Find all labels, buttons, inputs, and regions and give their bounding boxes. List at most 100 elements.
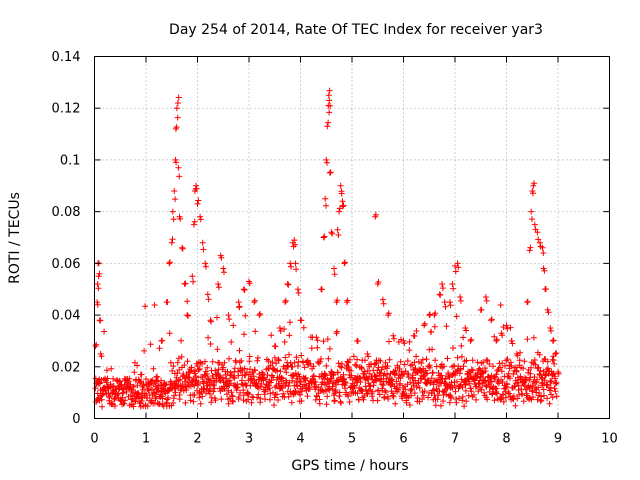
data-point	[184, 298, 191, 305]
data-point	[532, 379, 539, 386]
data-point	[189, 273, 196, 280]
data-point	[323, 401, 330, 408]
data-point	[506, 390, 512, 397]
data-point	[457, 294, 464, 300]
data-point	[324, 123, 331, 130]
data-point	[138, 398, 145, 404]
data-point	[520, 398, 527, 405]
data-point	[298, 317, 305, 324]
data-point	[275, 356, 282, 363]
data-point	[334, 226, 341, 233]
data-point	[236, 303, 243, 310]
data-point	[197, 213, 204, 220]
data-point	[245, 396, 252, 403]
data-point	[126, 375, 133, 382]
data-point	[440, 398, 447, 405]
data-point	[430, 381, 437, 388]
data-point	[442, 375, 449, 382]
data-point	[543, 381, 550, 388]
data-point	[250, 373, 257, 380]
data-point	[466, 380, 473, 387]
data-point	[434, 396, 441, 403]
data-point	[251, 297, 258, 304]
data-point	[528, 208, 535, 215]
data-point	[508, 363, 515, 370]
data-point	[397, 380, 404, 387]
data-point	[172, 196, 179, 203]
data-point	[357, 375, 364, 382]
data-point	[292, 241, 299, 248]
data-point	[92, 385, 99, 392]
data-point	[373, 377, 380, 384]
data-point	[484, 357, 491, 364]
data-point	[175, 355, 182, 362]
data-point	[170, 216, 177, 223]
data-point	[208, 399, 215, 406]
data-point	[536, 371, 543, 377]
data-point	[190, 278, 197, 285]
data-point	[197, 216, 204, 223]
data-point	[294, 363, 301, 369]
data-point	[156, 345, 163, 352]
data-point	[191, 382, 198, 389]
data-point	[245, 391, 252, 398]
data-point	[482, 365, 488, 372]
data-point	[222, 371, 229, 378]
data-point	[456, 395, 463, 402]
data-point	[285, 281, 292, 288]
data-point	[145, 385, 152, 392]
data-point	[174, 114, 181, 121]
data-point	[287, 319, 293, 326]
data-point	[169, 236, 176, 243]
data-point	[278, 374, 285, 381]
data-point	[234, 384, 241, 391]
data-point	[223, 391, 230, 398]
data-point	[130, 403, 137, 410]
data-point	[97, 317, 104, 324]
data-point	[540, 386, 547, 393]
data-point	[531, 180, 538, 187]
data-point	[171, 188, 178, 194]
data-point	[140, 382, 147, 389]
data-point	[108, 400, 115, 407]
data-point	[369, 388, 376, 395]
data-point	[483, 356, 490, 363]
data-point	[335, 360, 342, 367]
data-point	[429, 346, 436, 353]
data-point	[218, 396, 225, 403]
data-point	[506, 375, 513, 382]
data-point	[325, 92, 332, 99]
data-point	[182, 399, 189, 406]
data-point	[334, 369, 341, 376]
data-point	[300, 324, 307, 331]
data-point	[443, 391, 450, 398]
data-point	[478, 374, 484, 380]
data-point	[207, 390, 213, 397]
data-point	[190, 398, 197, 405]
data-point	[404, 358, 411, 364]
data-point	[493, 371, 500, 378]
data-point	[169, 367, 176, 374]
data-point	[308, 379, 315, 386]
data-point	[141, 347, 148, 354]
data-point	[527, 244, 534, 251]
data-point	[507, 359, 514, 366]
data-point	[418, 360, 425, 367]
data-point	[106, 393, 113, 400]
data-point	[121, 400, 128, 407]
data-point	[293, 354, 300, 361]
data-point	[274, 391, 280, 398]
data-point	[117, 378, 124, 385]
data-point	[483, 297, 490, 304]
data-point	[116, 378, 123, 384]
data-point	[211, 385, 218, 392]
data-point	[401, 361, 408, 368]
data-point	[341, 260, 348, 267]
data-point	[92, 375, 99, 382]
data-point	[411, 333, 418, 339]
data-point	[391, 335, 397, 342]
data-point	[344, 297, 351, 304]
data-point	[465, 392, 472, 399]
data-point	[323, 202, 329, 209]
data-point	[214, 370, 221, 377]
